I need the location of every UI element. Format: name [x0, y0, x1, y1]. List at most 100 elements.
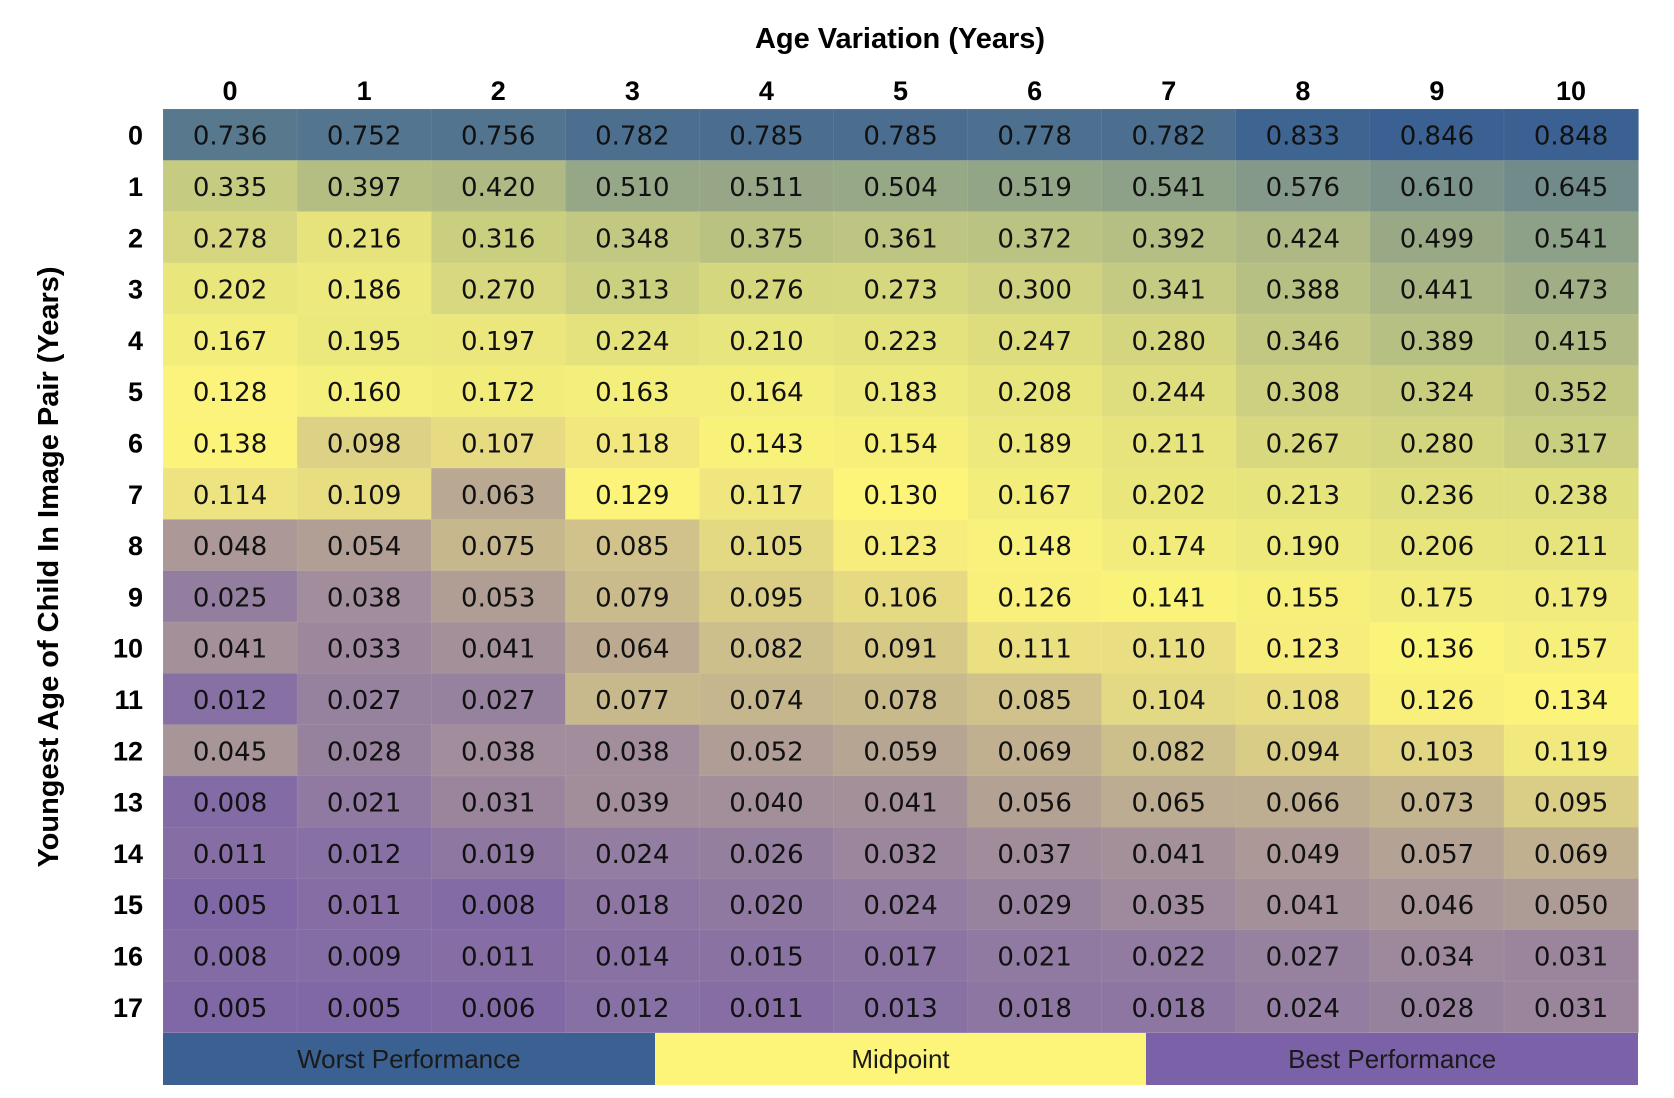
heatmap-cell-label: 0.018 — [1132, 994, 1206, 1024]
heatmap-cell — [565, 775, 701, 828]
heatmap-cell-label: 0.041 — [461, 635, 535, 665]
heatmap-cell — [162, 365, 298, 418]
heatmap-cell-label: 0.063 — [461, 481, 535, 511]
heatmap-cell — [296, 416, 432, 469]
x-axis-title: Age Variation (Years) — [755, 23, 1045, 55]
heatmap-cell-label: 0.308 — [1266, 378, 1340, 408]
heatmap-cell — [833, 519, 969, 572]
row-header-tick: 9 — [128, 582, 143, 612]
heatmap-cell — [1369, 724, 1505, 777]
heatmap-cell-label: 0.341 — [1132, 276, 1206, 306]
heatmap-cell-label: 0.094 — [1266, 737, 1340, 767]
heatmap-cell-label: 0.019 — [461, 840, 535, 870]
heatmap-cell — [833, 775, 969, 828]
column-header-tick: 9 — [1429, 76, 1444, 106]
heatmap-cell — [430, 313, 567, 367]
heatmap-cell-label: 0.029 — [997, 891, 1071, 921]
heatmap-cell — [1503, 467, 1639, 521]
heatmap-cell — [1503, 519, 1639, 572]
heatmap-cell — [699, 775, 835, 828]
heatmap-cell — [162, 519, 298, 572]
heatmap-cell-label: 0.073 — [1400, 789, 1474, 819]
row-header-tick: 3 — [128, 275, 143, 305]
heatmap-cell — [967, 980, 1103, 1033]
heatmap-cell — [967, 519, 1103, 572]
heatmap-cell-label: 0.213 — [1266, 481, 1340, 511]
heatmap-cell-label: 0.034 — [1400, 942, 1474, 972]
heatmap-cell-label: 0.008 — [193, 789, 267, 819]
heatmap-cell-label: 0.012 — [327, 840, 401, 870]
heatmap-cell-label: 0.848 — [1534, 122, 1608, 152]
column-header-tick: 6 — [1027, 76, 1042, 106]
heatmap-cell-label: 0.064 — [595, 635, 669, 665]
heatmap-cell-label: 0.049 — [1266, 840, 1340, 870]
heatmap-cell — [967, 724, 1103, 777]
heatmap-cell — [1369, 313, 1505, 367]
heatmap-cell-label: 0.346 — [1266, 327, 1340, 357]
heatmap-cell-label: 0.247 — [997, 327, 1071, 357]
heatmap-cell-label: 0.008 — [193, 942, 267, 972]
heatmap-cell-label: 0.018 — [595, 891, 669, 921]
heatmap-cell-label: 0.280 — [1132, 327, 1206, 357]
row-header-tick: 14 — [113, 839, 143, 869]
heatmap-cell — [1235, 160, 1371, 213]
heatmap-cell-label: 0.352 — [1534, 378, 1608, 408]
heatmap-cell-label: 0.031 — [1534, 942, 1608, 972]
heatmap-cell — [430, 211, 567, 264]
heatmap-cell-label: 0.117 — [729, 481, 803, 511]
heatmap-cell-label: 0.069 — [997, 737, 1071, 767]
heatmap-cell — [565, 313, 701, 367]
heatmap-cell-label: 0.778 — [997, 122, 1071, 152]
heatmap-cell-label: 0.054 — [327, 532, 401, 562]
heatmap-cell — [1503, 365, 1639, 418]
heatmap-cell — [1101, 929, 1237, 982]
heatmap-cell-label: 0.020 — [729, 891, 803, 921]
row-header-tick: 16 — [113, 941, 143, 971]
heatmap-cell-label: 0.223 — [863, 327, 937, 357]
heatmap-cell — [967, 313, 1103, 367]
heatmap-cell — [833, 570, 969, 623]
heatmap-cell-label: 0.027 — [327, 686, 401, 716]
heatmap-cell-label: 0.511 — [729, 173, 803, 203]
column-header-tick: 2 — [491, 76, 506, 106]
heatmap-cell-label: 0.005 — [193, 891, 267, 921]
heatmap-cell — [833, 980, 969, 1033]
heatmap-cell-label: 0.079 — [595, 583, 669, 613]
heatmap-cell — [430, 929, 567, 982]
heatmap-cell — [1235, 519, 1371, 572]
heatmap-cell — [967, 262, 1103, 315]
heatmap-cell — [699, 826, 835, 880]
heatmap-cell-label: 0.085 — [595, 532, 669, 562]
heatmap-cell — [699, 724, 835, 777]
heatmap-cell-label: 0.077 — [595, 686, 669, 716]
heatmap-cell — [162, 929, 298, 982]
heatmap-cell-label: 0.105 — [729, 532, 803, 562]
heatmap-cell — [1503, 108, 1639, 162]
heatmap-cell — [296, 108, 432, 162]
heatmap-cell-label: 0.541 — [1534, 224, 1608, 254]
heatmap-cell — [833, 724, 969, 777]
heatmap-cell-label: 0.183 — [863, 378, 937, 408]
heatmap-cell-label: 0.091 — [863, 635, 937, 665]
heatmap-cell — [296, 467, 432, 521]
heatmap-cell-label: 0.110 — [1132, 635, 1206, 665]
heatmap-cell — [565, 467, 701, 521]
heatmap-cell — [162, 211, 298, 264]
heatmap-cell — [162, 673, 298, 726]
heatmap-cell-label: 0.038 — [327, 583, 401, 613]
heatmap-cell-label: 0.316 — [461, 224, 535, 254]
y-axis-title: Youngest Age of Child In Image Pair (Yea… — [33, 266, 65, 867]
legend-worst-label: Worst Performance — [297, 1043, 521, 1074]
heatmap-cell-label: 0.123 — [1266, 635, 1340, 665]
heatmap-cell-label: 0.270 — [461, 276, 535, 306]
heatmap-cell — [1235, 467, 1371, 521]
row-header-tick: 15 — [113, 890, 143, 920]
heatmap-cell-label: 0.174 — [1132, 532, 1206, 562]
heatmap-cell-label: 0.499 — [1400, 224, 1474, 254]
heatmap-cell — [296, 826, 432, 880]
heatmap-cell-label: 0.024 — [863, 891, 937, 921]
heatmap-cell — [162, 108, 298, 162]
heatmap-cell — [1503, 262, 1639, 315]
heatmap-cell-label: 0.313 — [595, 276, 669, 306]
